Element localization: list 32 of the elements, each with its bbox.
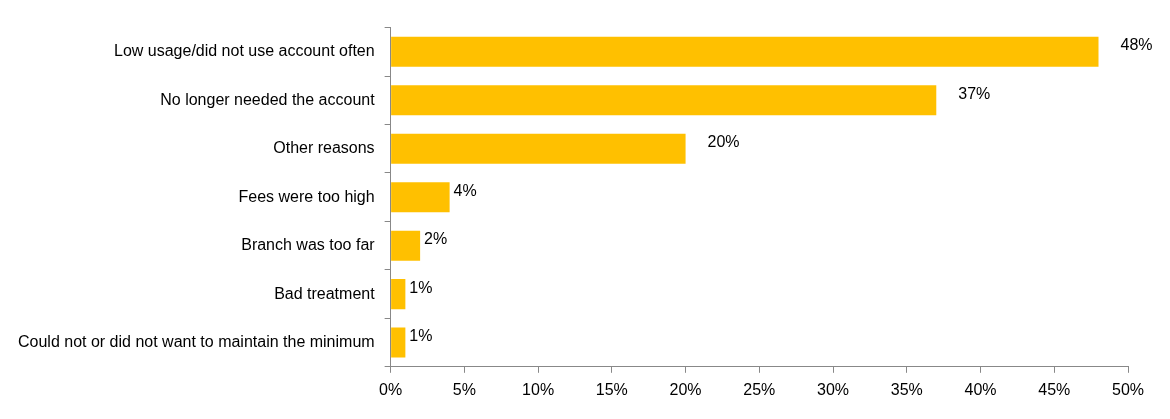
data-label: 2% [424,230,448,248]
data-label: 1% [409,326,433,344]
bar [391,279,406,310]
x-tick-label: 35% [890,380,923,398]
x-tick-label: 25% [743,380,776,398]
x-tick-label: 40% [964,380,997,398]
bar [391,327,406,358]
x-tick-label: 0% [379,380,403,398]
data-label: 20% [707,133,740,151]
x-tick-label: 5% [452,380,476,398]
data-label: 4% [453,181,477,199]
y-tick-label: Branch was too far [241,236,376,254]
bar [391,85,937,116]
y-tick-label: Fees were too high [238,187,375,205]
y-tick-label: Could not or did not want to maintain the minimum [18,332,375,350]
bar [391,133,686,164]
x-tick-label: 20% [669,380,702,398]
x-tick-label: 30% [817,380,850,398]
bar [391,230,421,261]
data-label: 37% [958,84,991,102]
data-label: 1% [409,278,433,296]
x-tick-label: 45% [1038,380,1071,398]
y-tick-label: No longer needed the account [160,90,376,108]
x-tick-label: 50% [1111,380,1145,398]
data-label: 48% [1120,36,1153,54]
y-tick-label: Other reasons [273,139,375,157]
bar [391,182,450,213]
y-tick-label: Bad treatment [274,284,376,302]
bar [391,36,1099,67]
y-tick-label: Low usage/did not use account often [113,42,375,60]
x-tick-label: 10% [522,380,555,398]
x-tick-label: 15% [595,380,628,398]
